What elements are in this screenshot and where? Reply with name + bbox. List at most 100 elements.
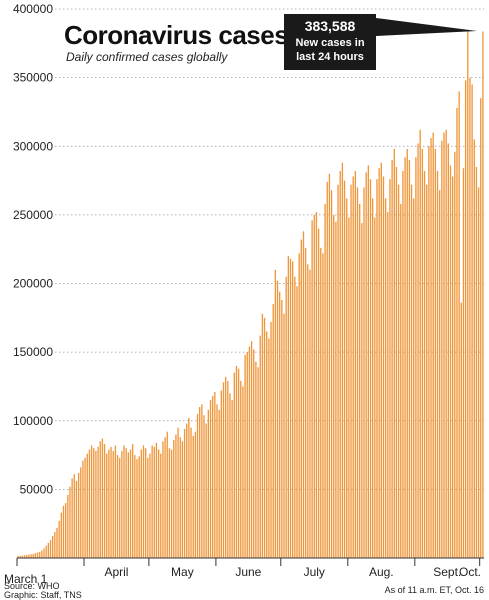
gridlines	[55, 8, 484, 490]
y-tick-label: 400000	[13, 2, 53, 16]
bar	[75, 481, 78, 558]
bar	[376, 179, 378, 558]
bar	[211, 396, 214, 558]
bar	[127, 452, 130, 558]
graphic-credit: Graphic: Staff, TNS	[4, 590, 82, 600]
bar	[482, 31, 484, 558]
bar	[371, 198, 374, 558]
bar	[454, 151, 456, 559]
bar	[93, 448, 95, 558]
bar	[240, 380, 242, 558]
bar	[352, 176, 354, 558]
bar	[242, 386, 244, 558]
y-tick-label: 350000	[13, 71, 53, 85]
bar	[315, 212, 318, 558]
bar	[216, 404, 218, 558]
bar	[480, 98, 482, 559]
bar	[56, 527, 58, 558]
bar	[199, 407, 201, 558]
bar	[341, 162, 344, 558]
bar	[294, 276, 296, 558]
bar	[326, 181, 328, 558]
bar	[220, 390, 222, 558]
bar	[177, 427, 179, 558]
bar	[447, 143, 449, 558]
source-credit: Source: WHO	[4, 581, 60, 591]
bar	[183, 428, 186, 558]
x-tick-label: Oct.	[459, 565, 481, 579]
bar	[348, 217, 350, 558]
bar	[136, 459, 138, 558]
bar	[64, 503, 67, 558]
bar	[244, 354, 246, 558]
bar	[434, 149, 437, 558]
bar	[317, 228, 320, 558]
bar	[26, 554, 28, 558]
bar	[179, 437, 181, 558]
bar	[186, 423, 188, 558]
y-tick-label: 150000	[13, 345, 53, 359]
bar	[387, 212, 389, 558]
bar	[132, 444, 134, 558]
bar	[101, 438, 104, 558]
bar	[28, 554, 30, 558]
bar	[23, 555, 26, 558]
bar	[436, 170, 439, 558]
bar	[384, 198, 387, 558]
bar	[261, 313, 264, 558]
bar	[209, 400, 212, 558]
bar	[462, 168, 465, 558]
bar	[449, 165, 452, 558]
bar	[419, 129, 421, 558]
bar	[233, 372, 235, 558]
callout-line2: last 24 hours	[296, 51, 364, 63]
bar	[432, 132, 434, 558]
bar	[343, 180, 346, 558]
bar	[356, 187, 359, 559]
bar	[475, 166, 478, 558]
bar	[410, 184, 413, 558]
bar	[304, 247, 307, 558]
x-tick-label: May	[171, 565, 194, 579]
bar	[378, 168, 380, 558]
callout-box: 383,588 New cases in last 24 hours	[284, 14, 477, 70]
bar	[196, 413, 199, 558]
x-tick-label: July	[304, 565, 325, 579]
bar	[279, 291, 281, 558]
bar	[257, 367, 259, 558]
bar	[395, 166, 398, 558]
bar	[168, 448, 171, 558]
bar	[82, 460, 84, 558]
bar	[298, 253, 300, 559]
bar	[320, 247, 322, 558]
bar	[95, 450, 97, 558]
bar	[97, 446, 99, 558]
bar	[201, 404, 203, 558]
bar	[270, 321, 272, 558]
bar	[289, 258, 292, 558]
bar	[144, 448, 147, 558]
bar	[114, 445, 117, 558]
bar	[460, 302, 462, 558]
bar	[477, 187, 480, 559]
callout-pointer	[376, 18, 477, 36]
bar	[32, 553, 34, 558]
bar	[259, 335, 261, 558]
bar	[406, 149, 408, 558]
bar	[140, 449, 142, 558]
bar	[291, 261, 294, 558]
y-axis-tick-labels: 400000 350000 300000 250000 200000 150000 1000…	[13, 2, 53, 496]
bar	[207, 409, 210, 558]
bar	[473, 139, 475, 558]
bar	[428, 146, 430, 558]
bar	[60, 512, 62, 558]
bar	[285, 276, 287, 558]
bar	[129, 449, 132, 558]
x-tick-label: April	[104, 565, 128, 579]
bar	[203, 415, 205, 558]
bar	[253, 349, 255, 558]
bar	[426, 184, 428, 558]
bar	[116, 455, 119, 558]
bar	[222, 382, 225, 558]
bar	[192, 435, 194, 558]
